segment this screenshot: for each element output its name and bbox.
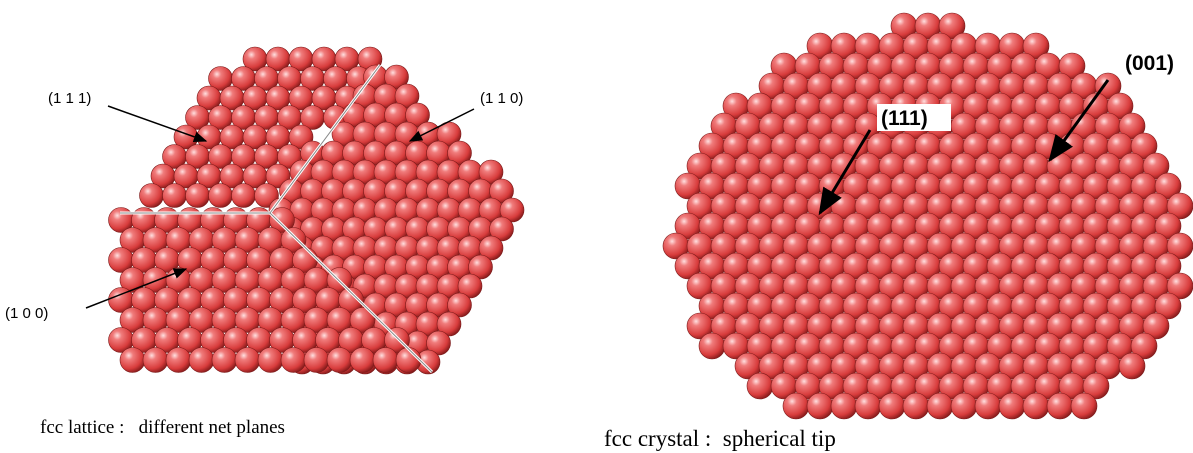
atom bbox=[212, 348, 237, 373]
atom bbox=[903, 393, 929, 419]
atom bbox=[1119, 353, 1145, 379]
atom bbox=[699, 333, 725, 359]
atom bbox=[189, 348, 214, 373]
atom bbox=[232, 184, 256, 208]
atom bbox=[879, 393, 905, 419]
atom bbox=[140, 184, 164, 208]
figure: (1 1 1) (1 1 0) (1 0 0) (111) (001) fcc … bbox=[0, 0, 1193, 453]
atom bbox=[166, 348, 191, 373]
plane-label: (1 1 1) bbox=[48, 90, 91, 107]
atom bbox=[831, 393, 857, 419]
atom bbox=[327, 348, 352, 373]
atom bbox=[350, 348, 375, 373]
plane-label: (1 0 0) bbox=[5, 305, 48, 322]
atom bbox=[855, 393, 881, 419]
atom bbox=[747, 373, 773, 399]
atom bbox=[186, 184, 210, 208]
plane-label: (001) bbox=[1125, 52, 1174, 75]
atom bbox=[163, 184, 187, 208]
plane-label: (1 1 0) bbox=[480, 90, 523, 107]
caption: fcc lattice : different net planes bbox=[40, 417, 285, 438]
atom bbox=[396, 348, 421, 373]
atom bbox=[1047, 393, 1073, 419]
atom bbox=[927, 393, 953, 419]
plane-label: (111) bbox=[881, 107, 928, 130]
atom bbox=[304, 348, 329, 373]
atom bbox=[235, 348, 260, 373]
atom bbox=[209, 184, 233, 208]
atom bbox=[281, 348, 306, 373]
atom bbox=[120, 348, 145, 373]
atom bbox=[975, 393, 1001, 419]
atom bbox=[999, 393, 1025, 419]
atom bbox=[1071, 393, 1097, 419]
atom bbox=[143, 348, 168, 373]
atom bbox=[783, 393, 809, 419]
atom bbox=[951, 393, 977, 419]
page: {"left": {"labels": ["(1 1 1)", "(1 1 0)… bbox=[0, 0, 1193, 453]
caption: fcc crystal : spherical tip bbox=[604, 426, 836, 451]
atom bbox=[1023, 393, 1049, 419]
atom bbox=[258, 348, 283, 373]
atom bbox=[373, 348, 398, 373]
atom bbox=[807, 393, 833, 419]
